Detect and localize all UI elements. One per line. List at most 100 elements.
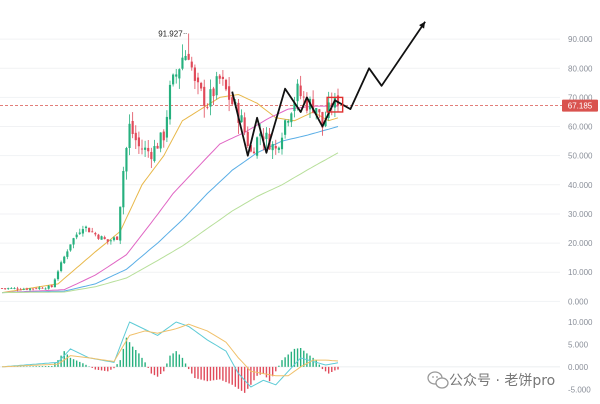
candle-body [327,102,330,118]
candle-body [66,251,69,257]
price-tick-label: 40.000 [568,181,593,190]
macd-lines [1,321,339,388]
candle-body [53,279,56,288]
current-price-label: 67.185 [568,102,593,111]
price-tick-label: 20.000 [568,239,593,248]
candle-body [4,288,7,290]
candle-body [128,123,131,148]
candle-body [50,285,53,287]
candle-body [100,236,103,240]
candle-body [277,147,280,150]
candle-body [252,151,256,154]
candle-body [333,97,336,108]
candle-body [206,107,209,108]
candle-body [265,132,268,140]
macd-axis: 10.000 5.000 0.000 -5.000 [568,318,593,394]
candle-body [181,57,184,69]
candle-body [103,237,106,240]
candle-body [106,239,109,242]
candle-body [25,288,28,290]
moving-average-line [1,93,339,294]
candle-body [228,86,231,100]
candle-body [119,206,122,241]
candle-body [97,234,100,239]
price-tick-label: 50.000 [568,152,593,161]
candle-body [140,148,144,150]
candle-body [94,232,97,235]
price-tick-label: 0.000 [568,297,589,306]
price-axis: 90.000 80.000 70.000 60.000 50.000 40.000 30.0… [568,35,593,306]
candle-body [237,102,240,123]
candle-body [75,234,78,238]
moving-average-line [1,126,339,294]
candle-body [246,131,249,147]
candle-body [88,227,91,233]
macd-tick-label: 0.000 [568,363,589,372]
candle-body [60,262,63,271]
candle-body [209,89,212,107]
candle-body [156,145,159,149]
candle-body [78,232,81,234]
macd-line [1,323,339,377]
candle-body [256,137,259,156]
candle-body [109,240,112,242]
candle-body [10,288,13,289]
candle-body [35,288,38,290]
candle-body [193,67,196,81]
candle-body [203,86,206,106]
candle-body [44,288,47,290]
arrow-head-icon [419,21,426,29]
candle-body [196,77,200,83]
macd-tick-label: 5.000 [568,340,589,349]
candlestick-series [0,33,340,292]
gridlines [0,38,562,368]
candle-body [147,147,150,152]
candle-body [84,226,88,229]
drawn-path-line [231,21,426,157]
candle-body [190,61,193,68]
candle-body [284,120,287,135]
candle-body [271,144,274,151]
candle-body [69,244,72,251]
candle-body [336,95,340,106]
candle-body [280,137,284,150]
candle-body [72,238,75,245]
moving-average-line [1,105,338,294]
candle-body [122,171,125,208]
candle-body [318,109,321,113]
price-tick-label: 30.000 [568,210,593,219]
candle-body [131,120,134,135]
macd-tick-label: 10.000 [568,318,593,327]
candle-body [274,145,277,149]
candle-body [159,132,162,149]
candle-body [116,236,119,240]
candle-body [112,237,116,241]
candle-body [290,113,293,123]
current-price-badge [562,99,598,112]
high-annotation: 91.927 [158,30,183,39]
candle-body [165,116,168,138]
candle-body [162,131,165,141]
candle-body [0,288,4,289]
candle-body [218,75,221,79]
candle-body [302,96,305,98]
price-tick-label: 60.000 [568,123,593,132]
candle-body [224,79,228,90]
candle-body [315,108,318,115]
candle-body [38,287,41,289]
candle-body [305,97,308,111]
candle-body [321,112,324,128]
candle-body [47,285,50,289]
price-tick-label: 70.000 [568,93,593,102]
price-tick-label: 80.000 [568,64,593,73]
candle-body [134,132,137,141]
candle-body [63,256,66,264]
candle-body [178,69,181,79]
candle-body [144,147,147,150]
candle-body [240,115,243,123]
watermark: 公众号 · 老饼pro [427,371,555,389]
price-tick-label: 90.000 [568,35,593,44]
candle-body [175,74,178,77]
